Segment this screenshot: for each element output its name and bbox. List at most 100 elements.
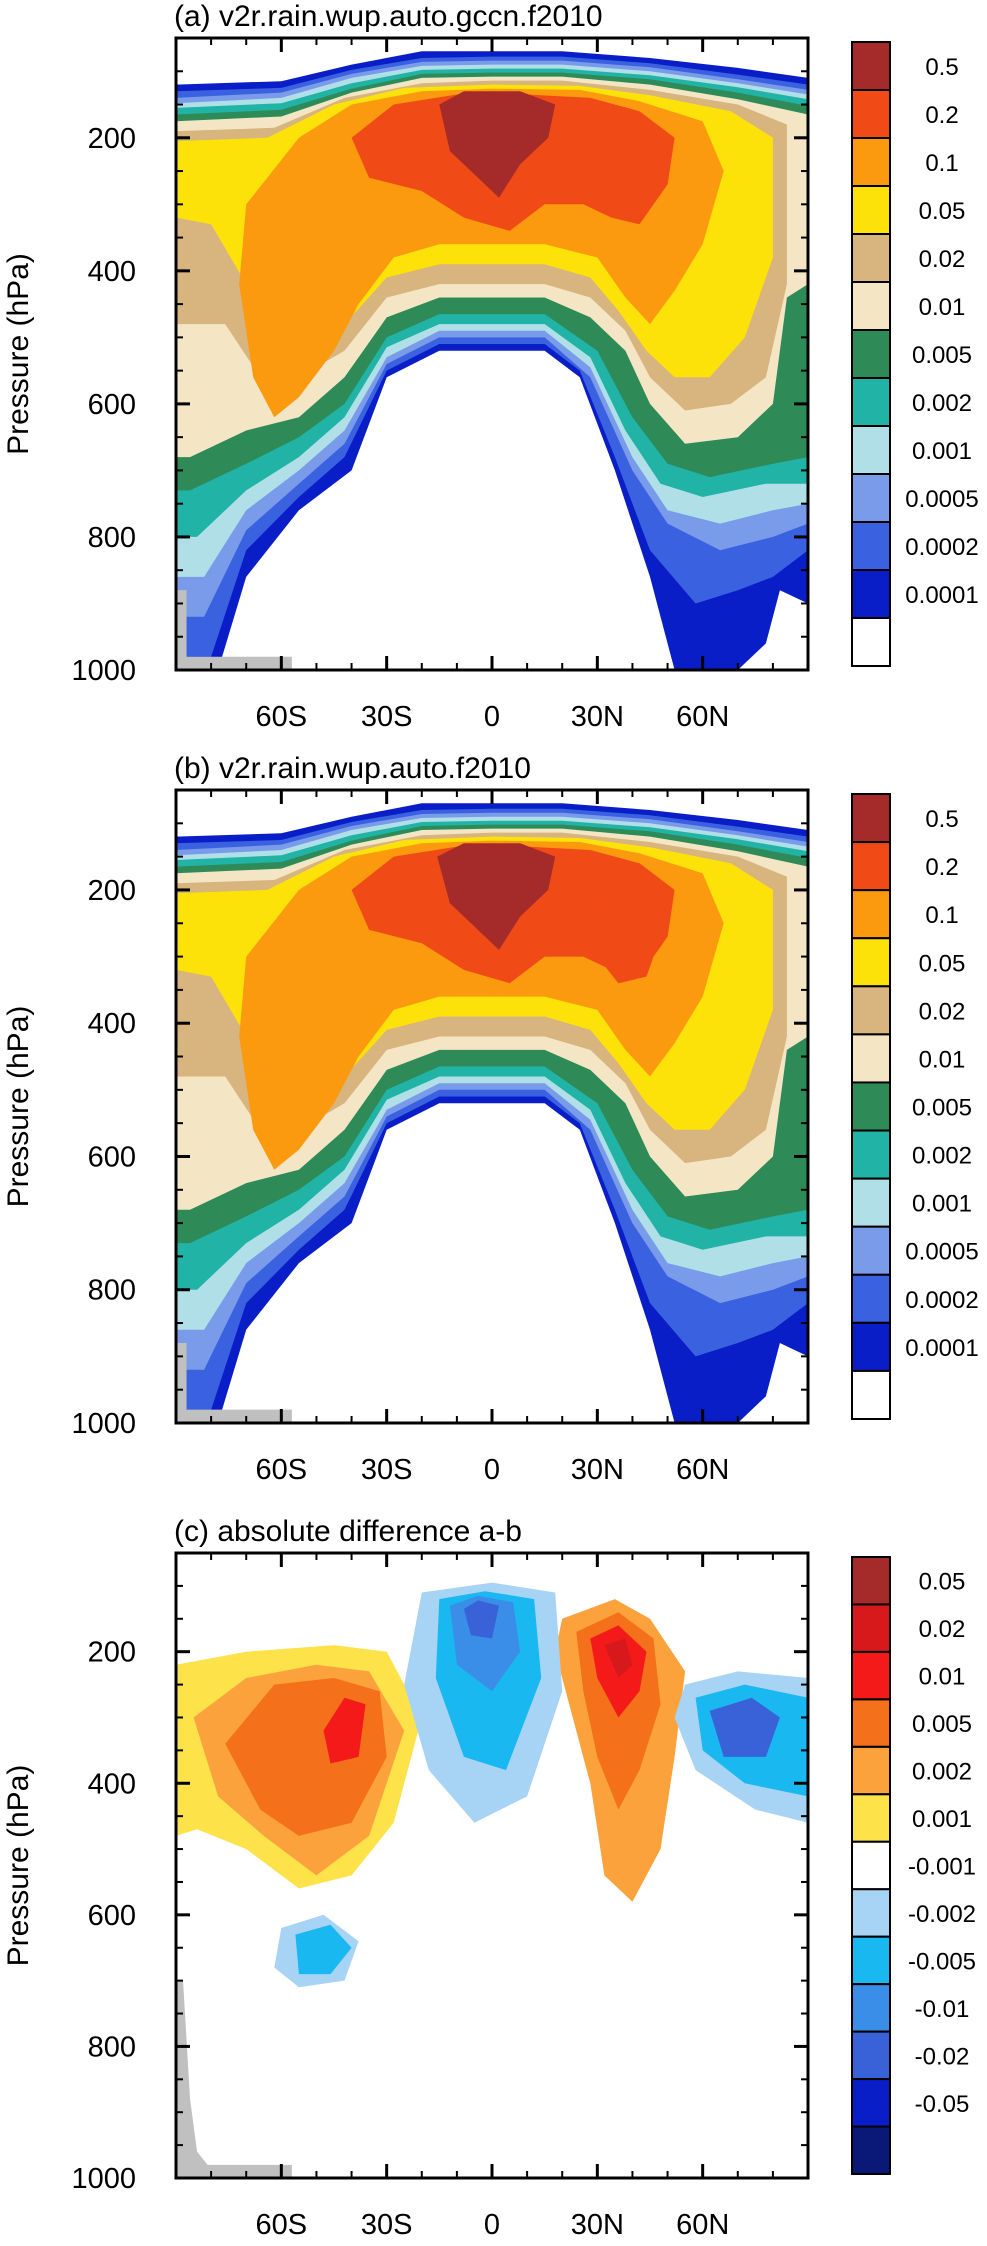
x-tick-label: 0 bbox=[484, 701, 500, 733]
colorbar-label: 0.005 bbox=[912, 1711, 972, 1738]
x-tick-label: 30S bbox=[361, 2209, 413, 2241]
y-tick-label: 600 bbox=[88, 389, 136, 421]
x-tick-label: 30N bbox=[571, 1454, 624, 1486]
panel-b: (b) v2r.rain.wup.auto.f2010 200 400 600 800 1… bbox=[2, 752, 979, 1486]
y-axis-title: Pressure (hPa) bbox=[2, 1765, 35, 1967]
colorbar-label: 0.001 bbox=[912, 1806, 972, 1833]
colorbar-swatch bbox=[851, 1698, 891, 1748]
colorbar-label: 0.5 bbox=[925, 54, 958, 81]
colorbar-swatch bbox=[851, 89, 891, 139]
y-tick-label: 1000 bbox=[71, 1408, 136, 1440]
contour-band-0.5 bbox=[439, 91, 556, 198]
colorbar-label: 0.02 bbox=[919, 246, 966, 273]
diff-band-0.01 bbox=[323, 1697, 366, 1764]
plot-area bbox=[176, 1553, 808, 2178]
colorbar-swatch bbox=[851, 1650, 891, 1701]
colorbar-label: 0.0002 bbox=[905, 534, 978, 561]
panel-title: (b) v2r.rain.wup.auto.f2010 bbox=[174, 752, 531, 785]
y-tick-label: 200 bbox=[88, 875, 136, 907]
y-tick-label: 400 bbox=[88, 256, 136, 288]
panel-title: (c) absolute difference a-b bbox=[174, 1515, 522, 1548]
y-axis-title: Pressure (hPa) bbox=[2, 253, 35, 455]
colorbar-label: 0.05 bbox=[919, 198, 966, 225]
colorbar-label: 0.002 bbox=[912, 1143, 972, 1170]
colorbar-swatch bbox=[851, 521, 891, 571]
y-tick-label: 200 bbox=[88, 123, 136, 155]
colorbar: 0.05 0.02 0.01 0.005 0.002 0.001 -0.001 -0.002 -… bbox=[851, 1556, 976, 2176]
y-axis-title: Pressure (hPa) bbox=[2, 1006, 35, 1208]
colorbar-swatch bbox=[851, 377, 891, 427]
colorbar-label: 0.01 bbox=[919, 294, 966, 321]
colorbar-label: 0.2 bbox=[925, 102, 958, 129]
colorbar-swatch bbox=[851, 617, 891, 667]
colorbar-label: -0.05 bbox=[915, 2091, 970, 2118]
diff-band--0.02-nh bbox=[709, 1697, 780, 1757]
diff-band--0.02 bbox=[463, 1600, 499, 1639]
y-tick-label: 200 bbox=[88, 1637, 136, 1669]
colorbar-label: 0.001 bbox=[912, 1191, 972, 1218]
x-tick-label: 30N bbox=[571, 2209, 624, 2241]
colorbar-swatch bbox=[851, 1888, 891, 1938]
colorbar-swatch bbox=[851, 1840, 891, 1891]
colorbar-swatch bbox=[851, 2125, 891, 2176]
colorbar-label: 0.01 bbox=[919, 1046, 966, 1073]
x-tick-label: 60S bbox=[256, 701, 308, 733]
colorbar-label: 0.1 bbox=[925, 150, 958, 177]
colorbar-label: 0.002 bbox=[912, 390, 972, 417]
plot-area bbox=[176, 38, 808, 670]
panel-a: (a) v2r.rain.wup.auto.gccn.f2010 200 400 60… bbox=[2, 0, 979, 733]
colorbar-swatch bbox=[851, 2030, 891, 2081]
colorbar-swatch bbox=[851, 1081, 891, 1132]
x-tick-label: 0 bbox=[484, 1454, 500, 1486]
colorbar-swatch bbox=[851, 473, 891, 523]
x-tick-label: 60N bbox=[676, 2209, 729, 2241]
colorbar-label: 0.005 bbox=[912, 342, 972, 369]
colorbar-swatch bbox=[851, 1369, 891, 1421]
colorbar-label: 0.001 bbox=[912, 438, 972, 465]
x-tick-label: 60N bbox=[676, 1454, 729, 1486]
contour-band-0.2-nh bbox=[597, 896, 661, 984]
colorbar-swatch bbox=[851, 1273, 891, 1324]
colorbar-swatch bbox=[851, 1793, 891, 1843]
plot-area bbox=[176, 790, 808, 1423]
colorbar-label: 0.2 bbox=[925, 854, 958, 881]
colorbar-swatch bbox=[851, 233, 891, 283]
x-tick-label: 60S bbox=[256, 2209, 308, 2241]
colorbar-label: 0.02 bbox=[919, 1616, 966, 1643]
colorbar-swatch bbox=[851, 1556, 891, 1606]
colorbar-label: 0.0002 bbox=[905, 1287, 978, 1314]
y-tick-label: 600 bbox=[88, 1900, 136, 1932]
colorbar-swatch bbox=[851, 569, 891, 619]
x-tick-label: 60S bbox=[256, 1454, 308, 1486]
panel-title: (a) v2r.rain.wup.auto.gccn.f2010 bbox=[174, 0, 603, 33]
colorbar-swatch bbox=[851, 185, 891, 235]
x-tick-label: 30S bbox=[361, 1454, 413, 1486]
colorbar-swatch bbox=[851, 1745, 891, 1796]
colorbar-label: -0.01 bbox=[915, 1996, 970, 2023]
colorbar-label: -0.001 bbox=[908, 1854, 976, 1881]
y-tick-label: 400 bbox=[88, 1008, 136, 1040]
colorbar-label: 0.05 bbox=[919, 950, 966, 977]
colorbar-swatch bbox=[851, 1983, 891, 2033]
colorbar-swatch bbox=[851, 2078, 891, 2128]
colorbar-swatch bbox=[851, 1129, 891, 1180]
colorbar-label: 0.0001 bbox=[905, 1335, 978, 1362]
colorbar-swatch bbox=[851, 281, 891, 331]
colorbar-label: 0.1 bbox=[925, 902, 958, 929]
y-tick-label: 800 bbox=[88, 522, 136, 554]
y-tick-label: 800 bbox=[88, 1275, 136, 1307]
colorbar-label: 0.5 bbox=[925, 806, 958, 833]
x-tick-label: 30S bbox=[361, 701, 413, 733]
y-tick-label: 400 bbox=[88, 1768, 136, 1800]
colorbar: 0.5 0.2 0.1 0.05 0.02 0.01 0.005 0.002 0.001 0.00… bbox=[851, 793, 979, 1421]
colorbar-label: -0.02 bbox=[915, 2043, 970, 2070]
x-tick-label: 0 bbox=[484, 2209, 500, 2241]
colorbar-label: 0.0005 bbox=[905, 486, 978, 513]
colorbar-swatch bbox=[851, 137, 891, 187]
x-tick-label: 30N bbox=[571, 701, 624, 733]
y-tick-label: 1000 bbox=[71, 655, 136, 687]
contour-band-0.5 bbox=[437, 843, 556, 950]
diff-band--0.005-sh bbox=[295, 1924, 352, 1975]
colorbar: 0.5 0.2 0.1 0.05 0.02 0.01 0.005 0.002 0.001 0.00… bbox=[851, 41, 979, 667]
